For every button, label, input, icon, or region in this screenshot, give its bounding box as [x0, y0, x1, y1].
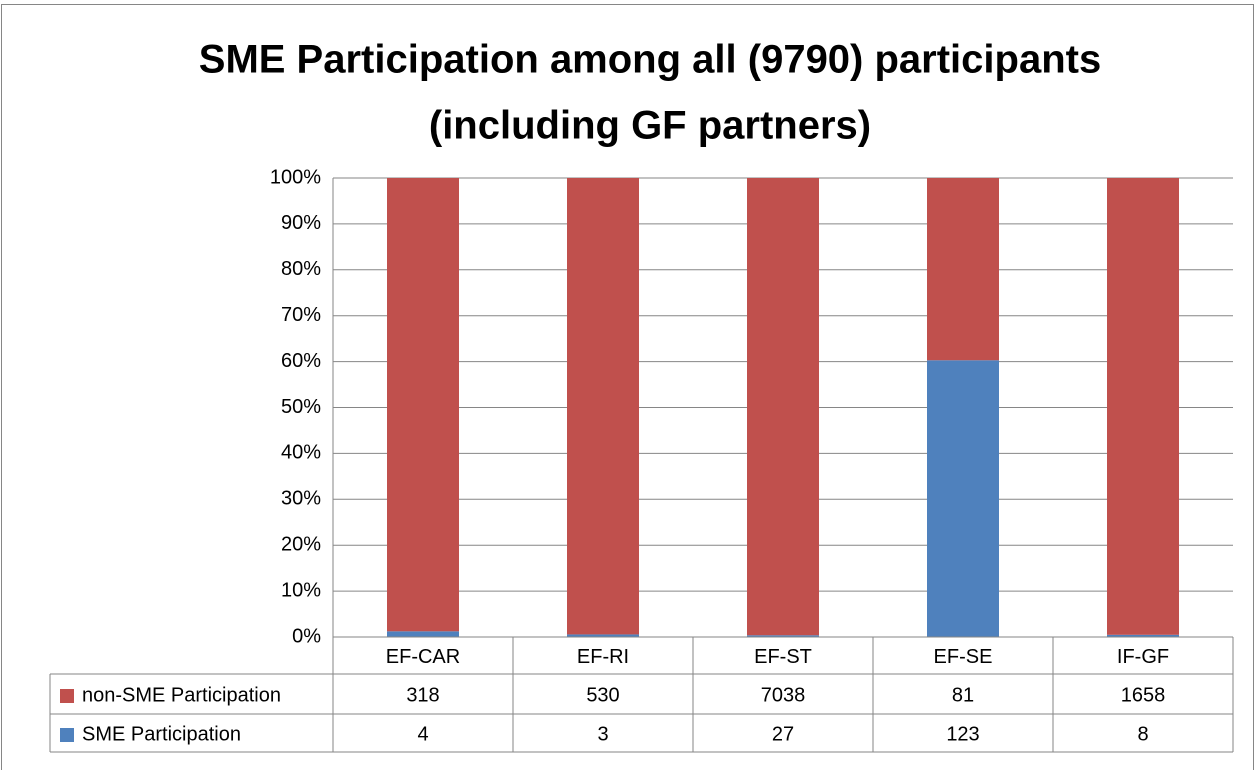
- table-value: 81: [952, 684, 974, 706]
- y-tick-label: 100%: [270, 166, 321, 188]
- y-tick-label: 80%: [281, 258, 321, 280]
- bar-segment: [567, 634, 639, 637]
- table-value: 8: [1137, 723, 1148, 745]
- bar-segment: [927, 178, 999, 361]
- y-tick-label: 40%: [281, 442, 321, 464]
- bar-segment: [1107, 634, 1179, 637]
- bar-segment: [567, 178, 639, 635]
- table-value: 7038: [761, 684, 806, 706]
- legend-key: [60, 728, 74, 742]
- table-value: 4: [417, 723, 428, 745]
- y-tick-label: 20%: [281, 533, 321, 555]
- y-tick-label: 10%: [281, 579, 321, 601]
- x-tick-label: EF-SE: [934, 646, 993, 668]
- y-tick-label: 50%: [281, 396, 321, 418]
- bar-segment: [387, 178, 459, 632]
- bar-segment: [387, 631, 459, 637]
- table-value: 318: [406, 684, 439, 706]
- x-tick-label: EF-ST: [754, 646, 812, 668]
- y-tick-label: 0%: [292, 625, 321, 647]
- x-tick-label: EF-CAR: [386, 646, 460, 668]
- legend-key: [60, 689, 74, 703]
- bar-segment: [1107, 178, 1179, 635]
- y-tick-label: 60%: [281, 350, 321, 372]
- bar-segment: [927, 360, 999, 637]
- bar-segment: [747, 635, 819, 637]
- x-tick-label: EF-RI: [577, 646, 629, 668]
- table-value: 123: [946, 723, 979, 745]
- bar-segment: [747, 178, 819, 636]
- chart-title-line1: SME Participation among all (9790) parti…: [199, 38, 1101, 82]
- table-value: 1658: [1121, 684, 1166, 706]
- y-tick-label: 90%: [281, 212, 321, 234]
- y-tick-label: 70%: [281, 304, 321, 326]
- chart-title-line2: (including GF partners): [429, 104, 871, 148]
- table-value: 27: [772, 723, 794, 745]
- table-value: 530: [586, 684, 619, 706]
- x-tick-label: IF-GF: [1117, 646, 1169, 668]
- y-tick-label: 30%: [281, 488, 321, 510]
- legend-label: SME Participation: [82, 723, 241, 745]
- chart-frame: [1, 4, 1254, 770]
- legend-label: non-SME Participation: [82, 684, 281, 706]
- table-value: 3: [597, 723, 608, 745]
